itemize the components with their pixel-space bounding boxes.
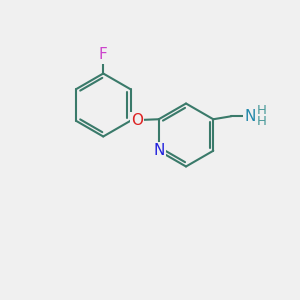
Text: N: N [153, 143, 164, 158]
Text: F: F [99, 47, 108, 62]
Text: H: H [256, 104, 266, 117]
Text: O: O [131, 113, 143, 128]
Text: N: N [244, 109, 256, 124]
Text: H: H [256, 115, 266, 128]
